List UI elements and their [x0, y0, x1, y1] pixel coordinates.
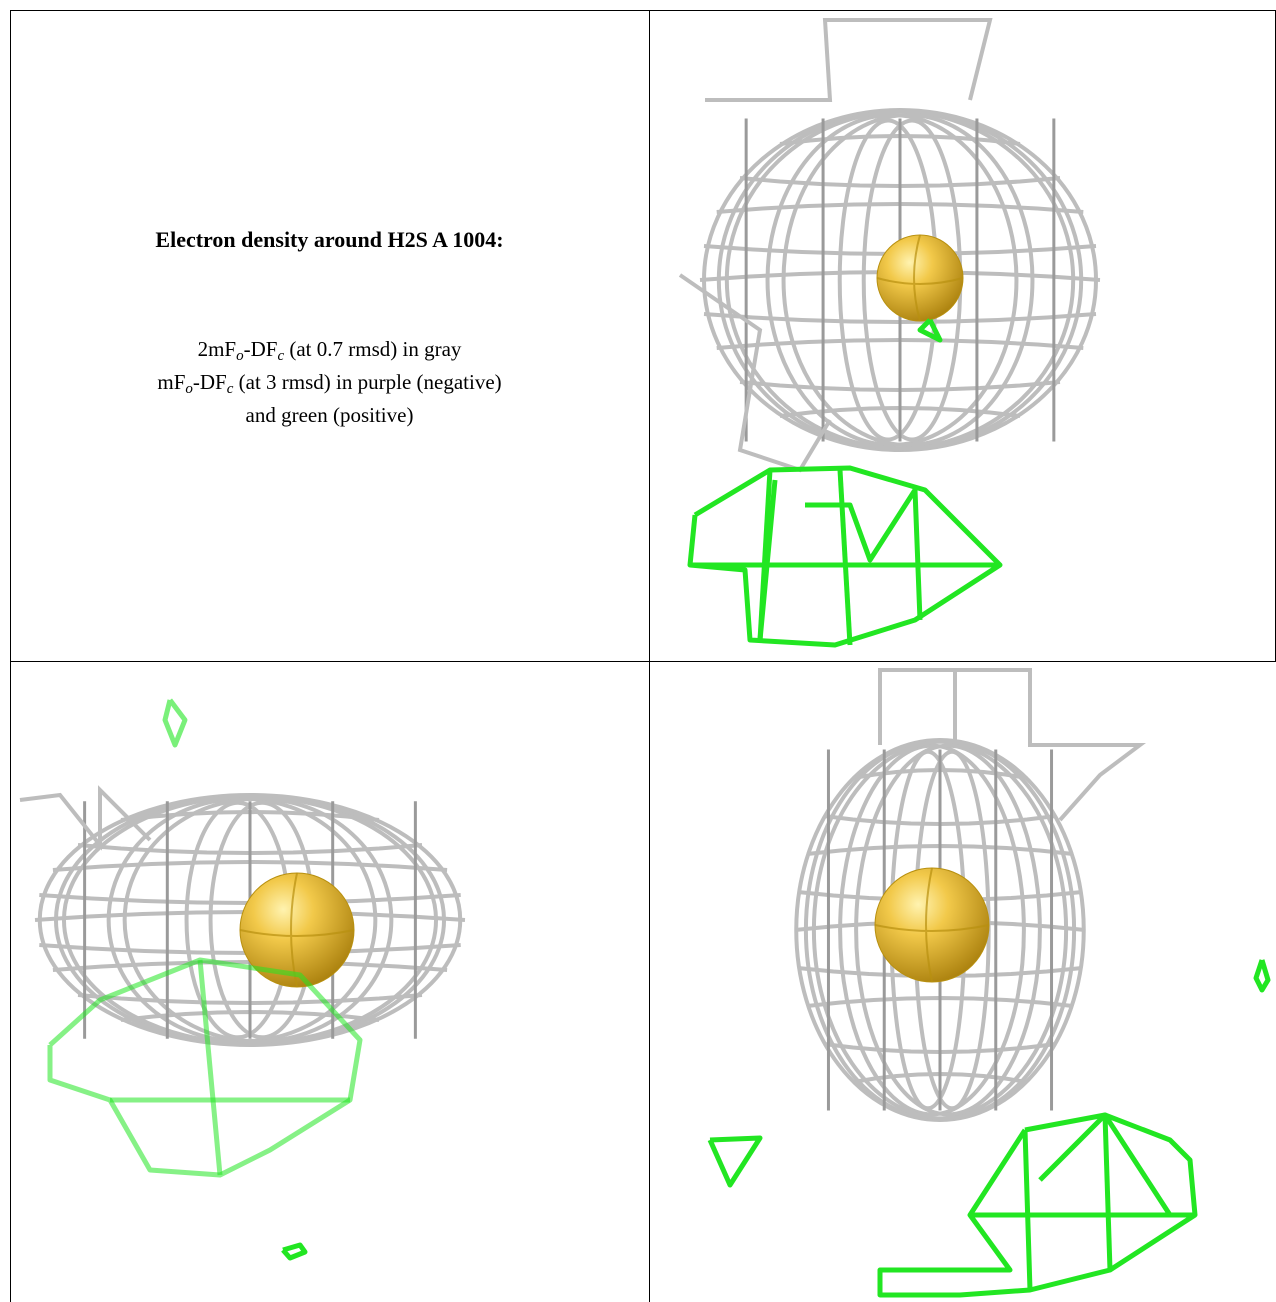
difference-mesh — [162, 698, 188, 748]
subscript: c — [226, 381, 234, 397]
difference-mesh — [707, 1135, 763, 1188]
text-run: -DF — [243, 337, 278, 361]
difference-mesh — [281, 1242, 308, 1261]
difference-mesh — [877, 1112, 1198, 1298]
subscript: o — [185, 381, 193, 397]
text-run: 2mF — [197, 337, 237, 361]
caption-line: and green (positive) — [11, 399, 648, 432]
sulfur-atom — [876, 234, 964, 322]
caption-line: 2mFo-DFc (at 0.7 rmsd) in gray — [11, 333, 648, 366]
mesh-spike — [705, 18, 993, 102]
caption-legend: 2mFo-DFc (at 0.7 rmsd) in gray mFo-DFc (a… — [11, 333, 648, 432]
difference-mesh — [837, 469, 853, 646]
mesh-longitude — [122, 796, 394, 1044]
difference-mesh — [687, 465, 1003, 648]
difference-mesh — [805, 487, 923, 621]
difference-mesh — [47, 957, 363, 1178]
text-run: (at 3 rmsd) in purple (negative) — [233, 370, 502, 394]
text-run: mF — [157, 370, 186, 394]
sphere-mesh — [874, 867, 990, 983]
mesh-longitude — [838, 743, 1026, 1117]
density-panels — [19, 18, 1271, 1298]
mesh-spike — [878, 668, 1146, 822]
difference-mesh — [1102, 1114, 1113, 1271]
caption-line: mFo-DFc (at 3 rmsd) in purple (negative) — [11, 366, 648, 399]
caption-title: Electron density around H2S A 1004: — [155, 227, 504, 252]
caption-cell: Electron density around H2S A 1004: 2mFo… — [11, 11, 648, 660]
sphere-mesh — [876, 234, 964, 322]
difference-mesh — [1253, 959, 1271, 993]
sulfur-atom — [874, 867, 990, 983]
text-run: -DF — [192, 370, 227, 394]
text-run: (at 0.7 rmsd) in gray — [284, 337, 462, 361]
subscript: o — [236, 348, 244, 364]
mesh-longitude — [781, 112, 1035, 448]
difference-mesh — [1038, 1112, 1173, 1217]
mesh-spike — [678, 273, 832, 473]
text-run: and green (positive) — [245, 403, 414, 427]
subscript: c — [277, 348, 285, 364]
mesh-spike — [19, 785, 152, 851]
difference-mesh — [197, 959, 223, 1176]
difference-mesh — [1022, 1129, 1033, 1291]
difference-mesh — [757, 479, 778, 641]
difference-mesh — [917, 318, 943, 343]
mesh-longitude — [854, 743, 1042, 1117]
